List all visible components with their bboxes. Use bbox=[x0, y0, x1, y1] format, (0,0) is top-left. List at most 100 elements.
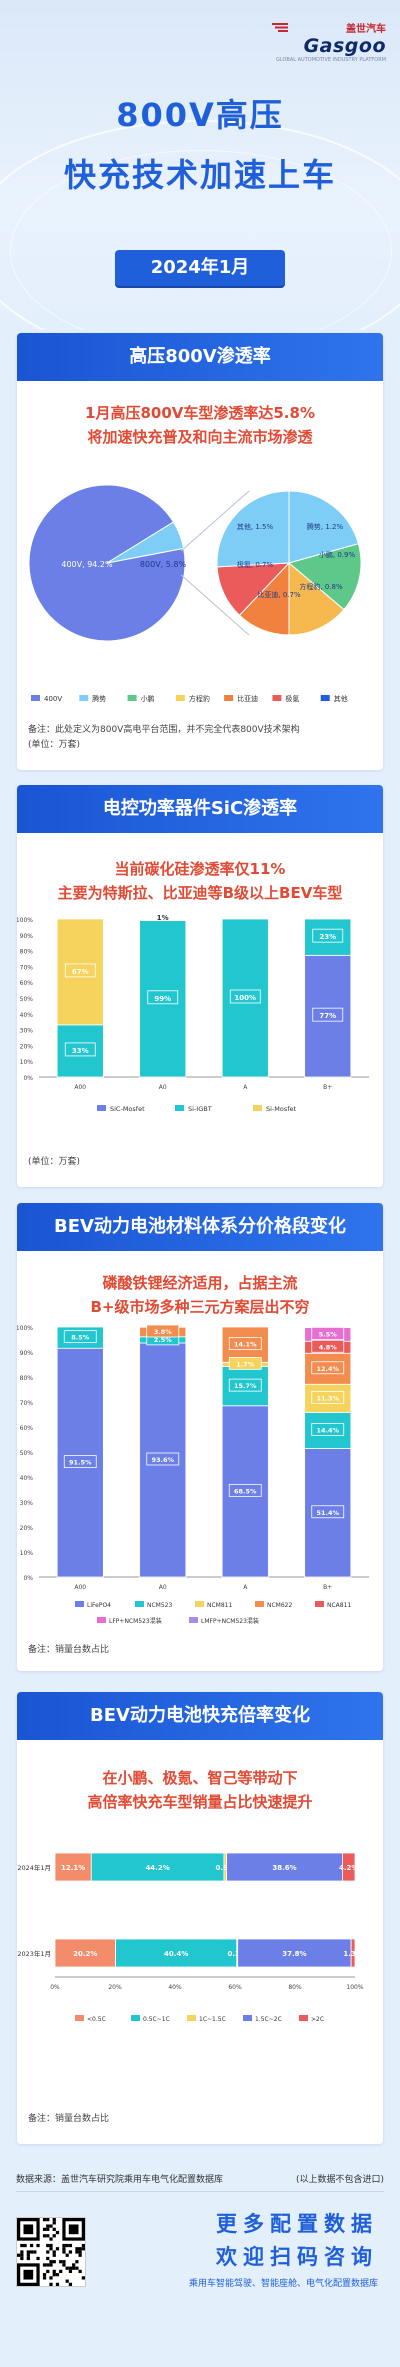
slice-label: 其他, 1.5% bbox=[237, 522, 274, 531]
y-tick-label: 70% bbox=[20, 964, 34, 971]
data-label: 20.2% bbox=[73, 1950, 97, 1958]
data-label: 4.2% bbox=[339, 1864, 358, 1872]
data-label: 11.3% bbox=[316, 1394, 339, 1402]
chart-unit: (单位：万套) bbox=[28, 1157, 81, 1167]
data-label-bg bbox=[146, 1324, 180, 1338]
legend-swatch bbox=[175, 1105, 184, 1111]
data-label-bg bbox=[311, 1361, 345, 1375]
legend-label: 其他 bbox=[334, 694, 348, 703]
y-tick-label: 80% bbox=[20, 949, 34, 956]
legend-swatch bbox=[97, 1105, 106, 1111]
data-label: 67% bbox=[72, 968, 89, 976]
data-label: 2.5% bbox=[154, 1336, 173, 1344]
legend-swatch bbox=[175, 695, 185, 701]
y-tick-label: 60% bbox=[20, 980, 34, 987]
pie-slice bbox=[288, 490, 359, 564]
pie-slice bbox=[287, 543, 362, 611]
legend-label: 0.5C~1C bbox=[143, 2016, 170, 2023]
legend-label: NCM523 bbox=[147, 1602, 172, 1609]
gasgoo-logo-icon bbox=[272, 23, 288, 32]
legend-swatch bbox=[315, 1601, 324, 1607]
section-headline: 高倍率快充车型销量占比快速提升 bbox=[87, 1793, 313, 1811]
y-tick-label: 60% bbox=[20, 1425, 34, 1432]
chart-note: 备注：此处定义为800V高电平台范围，并不完全代表800V技术架构 bbox=[28, 725, 300, 735]
x-tick-label: 20% bbox=[108, 1984, 122, 1991]
x-tick-label: 60% bbox=[228, 1984, 242, 1991]
slice-label: 400V, 94.2% bbox=[61, 560, 113, 569]
legend-swatch bbox=[31, 695, 40, 701]
page-title-line2: 快充技术加速上车 bbox=[63, 156, 336, 194]
legend-swatch bbox=[272, 695, 282, 701]
date-badge: 2024年1月 bbox=[115, 250, 285, 286]
section-title: 电控功率器件SiC渗透率 bbox=[17, 785, 383, 833]
qr-code-icon[interactable] bbox=[16, 2217, 86, 2287]
y-tick-label: 10% bbox=[20, 1059, 34, 1066]
pie-slice bbox=[28, 484, 186, 642]
data-label-bg bbox=[228, 1356, 262, 1370]
legend-label: 方程豹 bbox=[189, 694, 210, 703]
data-label: 100% bbox=[234, 994, 256, 1002]
data-label: 1% bbox=[157, 914, 169, 922]
legend-label: 小鹏 bbox=[141, 694, 155, 703]
data-label-bg bbox=[229, 989, 261, 1004]
data-label-bg bbox=[63, 1330, 97, 1344]
data-label: 99% bbox=[154, 995, 171, 1003]
x-tick-label: A00 bbox=[74, 1584, 86, 1591]
section-headline: 在小鹏、极氪、智己等带动下 bbox=[102, 1769, 298, 1787]
bar-chart-sic: 0% 10% 20% 30% 40% 50% 60% 70% 80% 90% 100% A00 A0 A B… bbox=[17, 914, 369, 1113]
bar-segment bbox=[350, 1938, 356, 1968]
legend-label: 极氪 bbox=[285, 694, 299, 703]
connector-line bbox=[180, 490, 250, 552]
legend-swatch bbox=[75, 2015, 84, 2021]
data-label-bg bbox=[312, 1007, 344, 1022]
y-tick-label: 100% bbox=[17, 1325, 33, 1332]
data-label: 1.3% bbox=[343, 1950, 362, 1958]
data-label: 38.6% bbox=[272, 1864, 296, 1872]
data-label: 91.5% bbox=[69, 1459, 92, 1467]
legend-label: LiFePO4 bbox=[87, 1602, 111, 1609]
data-label: 51.4% bbox=[316, 1509, 339, 1517]
y-tick-label: 0% bbox=[23, 1075, 33, 1082]
data-label: 68.5% bbox=[234, 1487, 257, 1495]
data-label-bg bbox=[64, 963, 96, 978]
legend-label: NCM811 bbox=[207, 1602, 232, 1609]
brand-name-en: Gasgoo bbox=[303, 35, 386, 57]
pie-chart-800v: 400V, 94.2% 800V, 5.8% 腾势, 1.2% 小鹏, 0.9% 方程豹… bbox=[28, 484, 362, 642]
data-label-bg bbox=[63, 1455, 97, 1469]
section-charge: BEV动力电池快充倍率变化 在小鹏、极氪、智己等带动下 高倍率快充车型销量占比快… bbox=[17, 1692, 383, 2144]
divider bbox=[16, 2191, 384, 2192]
legend-label: LMFP+NCM523混装 bbox=[201, 1617, 259, 1625]
y-tick-label: 70% bbox=[20, 1400, 34, 1407]
section-headline: 当前碳化硅渗透率仅11% bbox=[114, 860, 286, 878]
legend-label: LFP+NCM523混装 bbox=[109, 1617, 162, 1625]
y-tick-label: 2023年1月 bbox=[17, 1949, 51, 1958]
data-label-bg bbox=[146, 1452, 180, 1466]
data-label: 40.4% bbox=[164, 1950, 188, 1958]
data-label: 0.3% bbox=[228, 1950, 247, 1958]
y-tick-label: 90% bbox=[20, 1350, 34, 1357]
slice-label: 腾势, 1.2% bbox=[307, 522, 344, 531]
legend-label: NCA811 bbox=[327, 1602, 351, 1609]
x-tick-label: 40% bbox=[168, 1984, 182, 1991]
page-title-line1: 800V高压 bbox=[116, 96, 284, 134]
y-tick-label: 30% bbox=[20, 1500, 34, 1507]
section-battery: BEV动力电池材料体系分价格段变化 磷酸铁锂经济适用，占据主流 B+级市场多种三… bbox=[17, 1203, 383, 1671]
y-tick-label: 20% bbox=[20, 1043, 34, 1050]
data-label-bg bbox=[311, 1390, 345, 1404]
data-label-bg bbox=[228, 1378, 262, 1392]
y-tick-label: 10% bbox=[20, 1550, 34, 1557]
legend-swatch bbox=[195, 1601, 204, 1607]
x-tick-label: B+ bbox=[323, 1584, 332, 1591]
legend-swatch bbox=[75, 1601, 84, 1607]
legend-swatch bbox=[131, 2015, 140, 2021]
slice-label: 比亚迪, 0.7% bbox=[257, 590, 301, 599]
data-label: 8.5% bbox=[71, 1334, 90, 1342]
legend-swatch bbox=[97, 1617, 106, 1623]
legend-swatch bbox=[299, 2015, 308, 2021]
bar-segment bbox=[54, 1938, 116, 1968]
brand-name-cn: 盖世汽车 bbox=[346, 24, 386, 35]
legend-label: >2C bbox=[311, 2016, 324, 2023]
data-label-bg bbox=[311, 1423, 345, 1436]
bar-segment bbox=[90, 1852, 225, 1882]
data-label: 93.6% bbox=[151, 1456, 174, 1464]
